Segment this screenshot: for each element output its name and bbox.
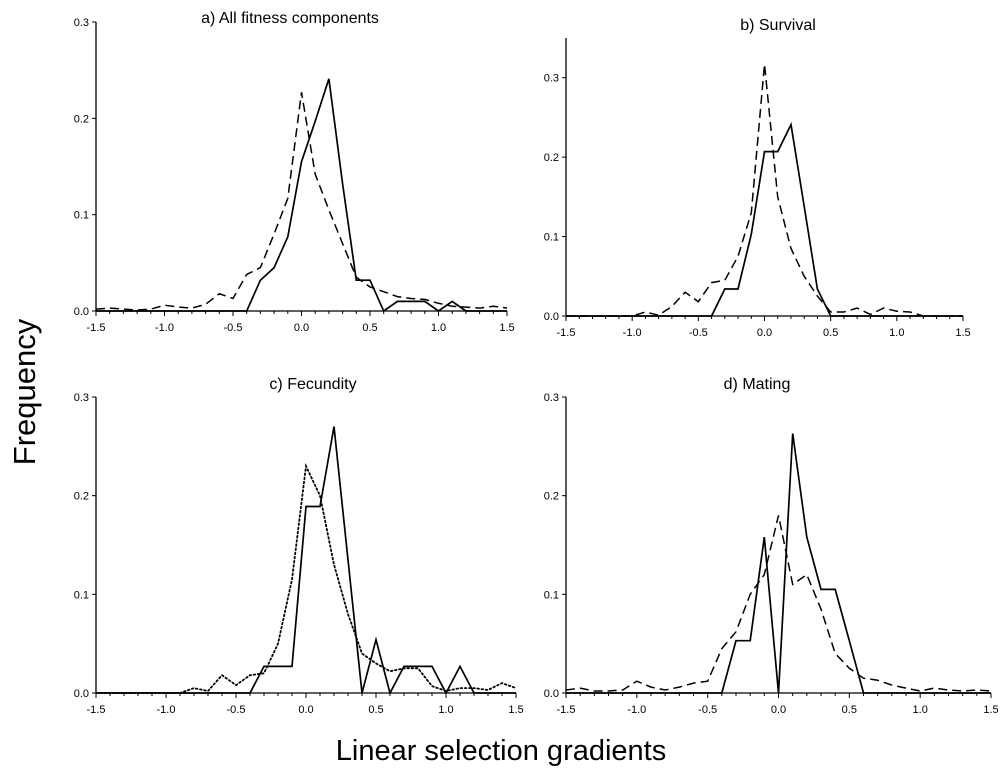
x-tick-label: -1.5 [87, 322, 106, 334]
x-tick-label: -0.5 [224, 322, 243, 334]
x-tick-label: -0.5 [698, 704, 717, 716]
panel-title: d) Mating [724, 376, 791, 393]
series-line-solid [566, 121, 963, 317]
series-line-solid [96, 426, 516, 696]
y-tick-label: 0.2 [74, 491, 89, 503]
x-tick-label: 1.5 [983, 704, 998, 716]
panel-title: c) Fecundity [269, 376, 356, 393]
series-line-dashed [566, 64, 963, 317]
x-tick-label: 0.0 [771, 704, 786, 716]
y-tick-label: 0.3 [74, 392, 89, 404]
y-tick-label: 0.0 [74, 688, 89, 700]
x-tick-label: 1.5 [499, 322, 514, 334]
series-line-dotted [95, 462, 517, 694]
x-tick-label: 0.0 [757, 327, 772, 339]
x-tick-label: -1.5 [557, 327, 576, 339]
y-tick-label: 0.1 [544, 589, 559, 601]
x-tick-label: -1.0 [155, 322, 174, 334]
y-tick-label: 0.2 [544, 152, 559, 164]
x-tick-label: -1.5 [557, 704, 576, 716]
y-tick-label: 0.1 [74, 210, 89, 222]
panel-c: c) Fecundity 0.0 0.1 0.2 0.3 -1.5 -1.0 -0.5 0.0 0… [74, 376, 524, 716]
x-tick-label: 0.0 [298, 704, 313, 716]
y-tick-label: 0.3 [544, 73, 559, 85]
y-tick-label: 0.2 [74, 113, 89, 125]
y-tick-label: 0.3 [544, 392, 559, 404]
series-line-dashed [95, 92, 508, 311]
x-tick-label: -1.0 [623, 327, 642, 339]
x-tick-label: 1.0 [889, 327, 904, 339]
y-tick-label: 0.1 [544, 232, 559, 244]
x-tick-label: 0.5 [823, 327, 838, 339]
y-tick-label: 0.1 [74, 589, 89, 601]
x-tick-label: -1.5 [87, 704, 106, 716]
x-tick-label: -0.5 [689, 327, 708, 339]
y-tick-label: 0.0 [544, 311, 559, 323]
x-tick-label: 1.0 [913, 704, 928, 716]
series-line-solid [96, 78, 507, 313]
series-line-dashed [565, 515, 992, 692]
x-tick-label: -1.0 [157, 704, 176, 716]
panel-title: a) All fitness components [201, 10, 379, 27]
x-tick-label: -0.5 [227, 704, 246, 716]
panel-b: b) Survival 0.0 0.1 0.2 0.3 -1.5 -1.0 -0.5 0.0 0.… [544, 17, 971, 339]
x-tick-label: 1.0 [438, 704, 453, 716]
x-tick-label: 0.5 [368, 704, 383, 716]
panel-title: b) Survival [740, 17, 816, 34]
x-tick-label: 1.5 [955, 327, 970, 339]
x-tick-label: 0.0 [294, 322, 309, 334]
y-tick-label: 0.0 [544, 688, 559, 700]
x-axis-label: Linear selection gradients [335, 735, 667, 767]
x-tick-label: 0.5 [362, 322, 377, 334]
x-tick-label: -1.0 [627, 704, 646, 716]
x-tick-label: 1.0 [431, 322, 446, 334]
x-tick-label: 1.5 [508, 704, 523, 716]
y-tick-label: 0.2 [544, 491, 559, 503]
y-tick-label: 0.0 [74, 306, 89, 318]
y-axis-label-container: Frequency [5, 319, 45, 465]
x-tick-label: 0.5 [842, 704, 857, 716]
panel-d: d) Mating 0.0 0.1 0.2 0.3 -1.5 -1.0 -0.5 0.0 0.5 1… [544, 376, 999, 716]
y-tick-label: 0.3 [74, 17, 89, 29]
series-line-solid [566, 433, 991, 694]
y-axis-label: Frequency [7, 318, 42, 466]
panel-a: a) All fitness components 0.0 0.1 0.2 0.3 -1.… [74, 10, 515, 334]
